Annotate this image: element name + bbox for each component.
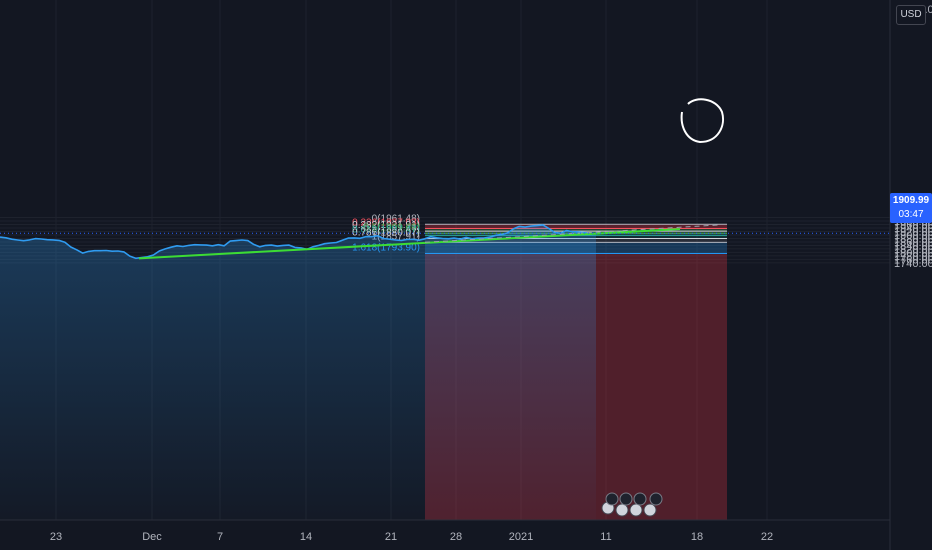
fib-level-label: 0.5(1909.69) (363, 222, 420, 233)
x-tick-label: 23 (50, 531, 62, 543)
bar-countdown-label: 03:47 (898, 209, 924, 220)
fib-level-label: 0.618(1897.47) (352, 224, 420, 235)
y-tick-label: 1880.00 (894, 233, 932, 245)
fib-level-label: 1(1857.91) (372, 231, 420, 242)
x-tick-label: 28 (450, 531, 462, 543)
y-tick-label: 1760.00 (894, 254, 932, 266)
x-tick-label: 11 (600, 531, 611, 543)
fib-badges (601, 492, 663, 517)
price-area (0, 224, 596, 520)
y-tick-label: 1860.00 (894, 237, 932, 249)
x-tick-label: 14 (300, 531, 312, 543)
price-series (0, 224, 597, 520)
fib-zone (425, 224, 727, 229)
y-tick-label: 1940.00 (894, 223, 932, 235)
fib-level-label: 0.236(1937.03) (352, 218, 420, 229)
current-price-label: 1909.99 (892, 195, 930, 206)
y-tick-label: 1780.00 (894, 251, 932, 263)
price-line (0, 224, 597, 260)
y-tick-label: 1800.00 (894, 247, 932, 259)
y-tick-label: 1740.00 (894, 258, 932, 270)
y-tick-label: 1920.00 (894, 227, 932, 239)
x-tick-label: 22 (761, 531, 773, 543)
current-price-tag: 1909.99 03:47 (890, 193, 932, 223)
currency-selector-button[interactable]: USD (896, 5, 926, 25)
fib-level-label: 0.786(1880.07) (352, 227, 420, 238)
fib-level-label: 0.382(1921.91) (352, 220, 420, 231)
y-tick-label: 1840.00 (894, 240, 932, 252)
y-tick-label: 1900.00 (894, 230, 932, 242)
x-tick-label: 21 (385, 531, 397, 543)
y-tick-label: 1820.00 (894, 244, 932, 256)
x-tick-label: 18 (691, 531, 703, 543)
x-tick-label: 2021 (509, 531, 533, 543)
hand-drawn-circle-annotation[interactable] (680, 98, 724, 144)
green-trendline[interactable] (138, 228, 681, 260)
x-tick-label: Dec (142, 531, 162, 543)
x-tick-label: 7 (217, 531, 223, 543)
fib-level-label: 0(1961.48) (372, 213, 420, 224)
fib-zone (425, 228, 727, 232)
